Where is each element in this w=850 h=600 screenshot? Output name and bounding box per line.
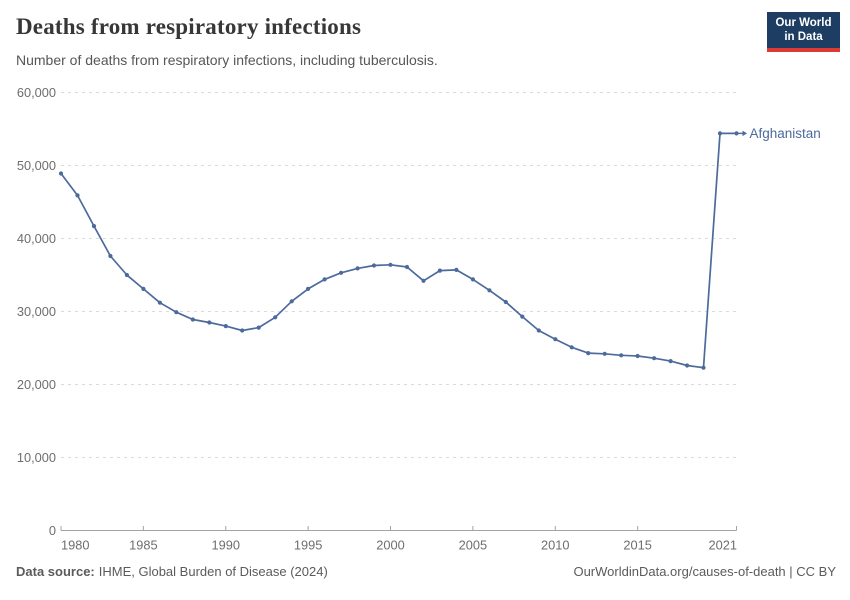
data-point[interactable] — [536, 328, 541, 333]
data-point[interactable] — [503, 299, 508, 305]
y-tick-label: 20,000 — [17, 377, 56, 392]
data-source-label: Data source: — [16, 564, 95, 579]
y-tick-label: 30,000 — [17, 304, 56, 319]
data-source-text: IHME, Global Burden of Disease (2024) — [98, 564, 328, 579]
owid-logo: Our World in Data — [767, 12, 840, 52]
x-tick-label: 2021 — [709, 538, 737, 553]
x-tick-label: 2000 — [376, 538, 404, 553]
data-point[interactable] — [322, 277, 327, 282]
data-point[interactable] — [717, 131, 723, 136]
data-point[interactable] — [652, 356, 657, 361]
y-tick-label: 10,000 — [17, 450, 56, 465]
data-point[interactable] — [355, 266, 360, 271]
data-line[interactable] — [60, 132, 738, 369]
data-point[interactable] — [520, 314, 525, 319]
data-point[interactable] — [91, 224, 97, 229]
data-source: Data source: IHME, Global Burden of Disea… — [16, 564, 328, 579]
data-point[interactable] — [141, 286, 146, 291]
page-title: Deaths from respiratory infections — [16, 14, 362, 39]
x-tick-label: 2005 — [459, 538, 487, 553]
data-point[interactable] — [75, 193, 80, 198]
data-point[interactable] — [339, 270, 344, 275]
data-point[interactable] — [685, 363, 690, 368]
y-tick-label: 50,000 — [17, 158, 56, 173]
chart-footer: Data source: IHME, Global Burden of Disea… — [16, 564, 836, 579]
data-point[interactable] — [619, 353, 624, 358]
data-point[interactable] — [470, 277, 475, 282]
data-point[interactable] — [371, 263, 377, 268]
data-point[interactable] — [190, 317, 195, 322]
data-point[interactable] — [207, 320, 212, 325]
data-point[interactable] — [437, 268, 442, 273]
data-point[interactable] — [668, 359, 673, 364]
x-tick-label: 2015 — [623, 538, 651, 553]
label-arrow-icon — [742, 130, 747, 137]
data-point[interactable] — [174, 310, 179, 315]
data-point[interactable] — [734, 131, 739, 136]
x-tick-label: 1990 — [212, 538, 240, 553]
data-point[interactable] — [157, 300, 162, 305]
page-subtitle: Number of deaths from respiratory infect… — [16, 52, 438, 68]
entity-label[interactable]: Afghanistan — [750, 126, 821, 141]
x-tick-label: 1995 — [294, 538, 322, 553]
data-point[interactable] — [487, 288, 492, 293]
data-point[interactable] — [701, 365, 706, 370]
owid-logo-line1: Our World — [775, 17, 832, 29]
data-point[interactable] — [602, 351, 607, 356]
data-point[interactable] — [58, 171, 64, 176]
data-point[interactable] — [273, 315, 278, 320]
data-point[interactable] — [421, 278, 426, 283]
x-tick-label: 1985 — [129, 538, 157, 553]
y-tick-label: 40,000 — [17, 231, 56, 246]
data-point[interactable] — [306, 286, 311, 291]
data-point[interactable] — [388, 262, 393, 267]
data-point[interactable] — [124, 272, 129, 278]
y-tick-label: 0 — [49, 523, 56, 538]
data-point[interactable] — [289, 299, 294, 304]
credit-line: OurWorldinData.org/causes-of-death | CC … — [573, 564, 836, 579]
data-point[interactable] — [256, 325, 261, 330]
owid-logo-line2: in Data — [784, 31, 823, 43]
data-point[interactable] — [553, 337, 558, 342]
data-point[interactable] — [108, 253, 113, 259]
data-point[interactable] — [569, 345, 574, 350]
x-tick-label: 2010 — [541, 538, 569, 553]
data-point[interactable] — [454, 267, 459, 272]
data-point[interactable] — [404, 264, 410, 270]
data-point[interactable] — [586, 351, 591, 356]
x-tick-label: 1980 — [61, 538, 89, 553]
data-point[interactable] — [223, 324, 228, 329]
y-tick-label: 60,000 — [17, 85, 56, 100]
data-point[interactable] — [635, 353, 640, 359]
data-point[interactable] — [240, 328, 245, 333]
